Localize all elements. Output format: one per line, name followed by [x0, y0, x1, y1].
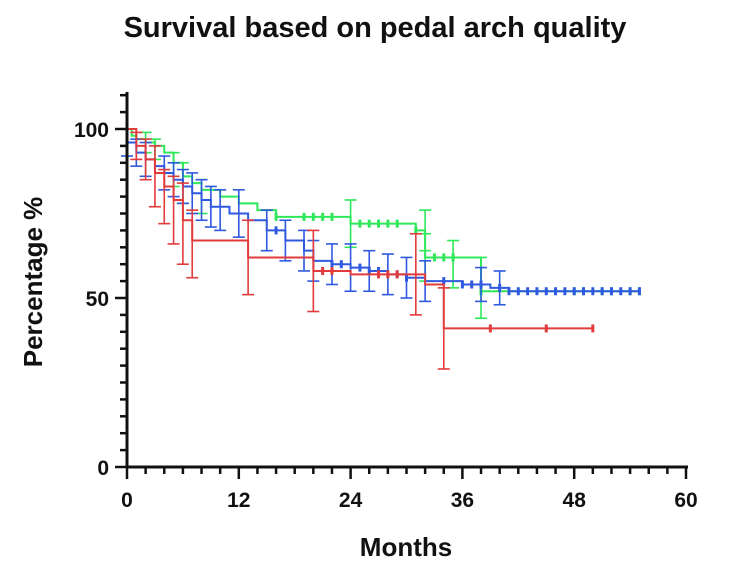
series-layer: [121, 128, 641, 370]
x-tick-label: 48: [563, 489, 587, 512]
y-tick-label: 100: [74, 119, 109, 142]
y-tick-label: 0: [97, 457, 109, 480]
x-tick-label: 12: [227, 489, 250, 512]
series-0: [127, 128, 641, 320]
series-2: [127, 128, 595, 370]
x-tick-label: 24: [339, 489, 363, 512]
y-axis-title: Percentage %: [18, 197, 48, 368]
x-tick-label: 0: [121, 489, 133, 512]
x-tick-label: 36: [451, 489, 474, 512]
survival-curve: [127, 128, 640, 293]
x-axis-title: Months: [360, 532, 452, 562]
axis-layer: 0 50 100 0 12 24 36 48 60: [74, 92, 698, 512]
x-tick-label: 60: [674, 489, 697, 512]
series-1: [121, 128, 641, 306]
survival-curve: [127, 141, 640, 293]
survival-curve: [127, 128, 593, 330]
chart-title: Survival based on pedal arch quality: [123, 12, 627, 44]
y-tick-label: 50: [86, 288, 109, 311]
